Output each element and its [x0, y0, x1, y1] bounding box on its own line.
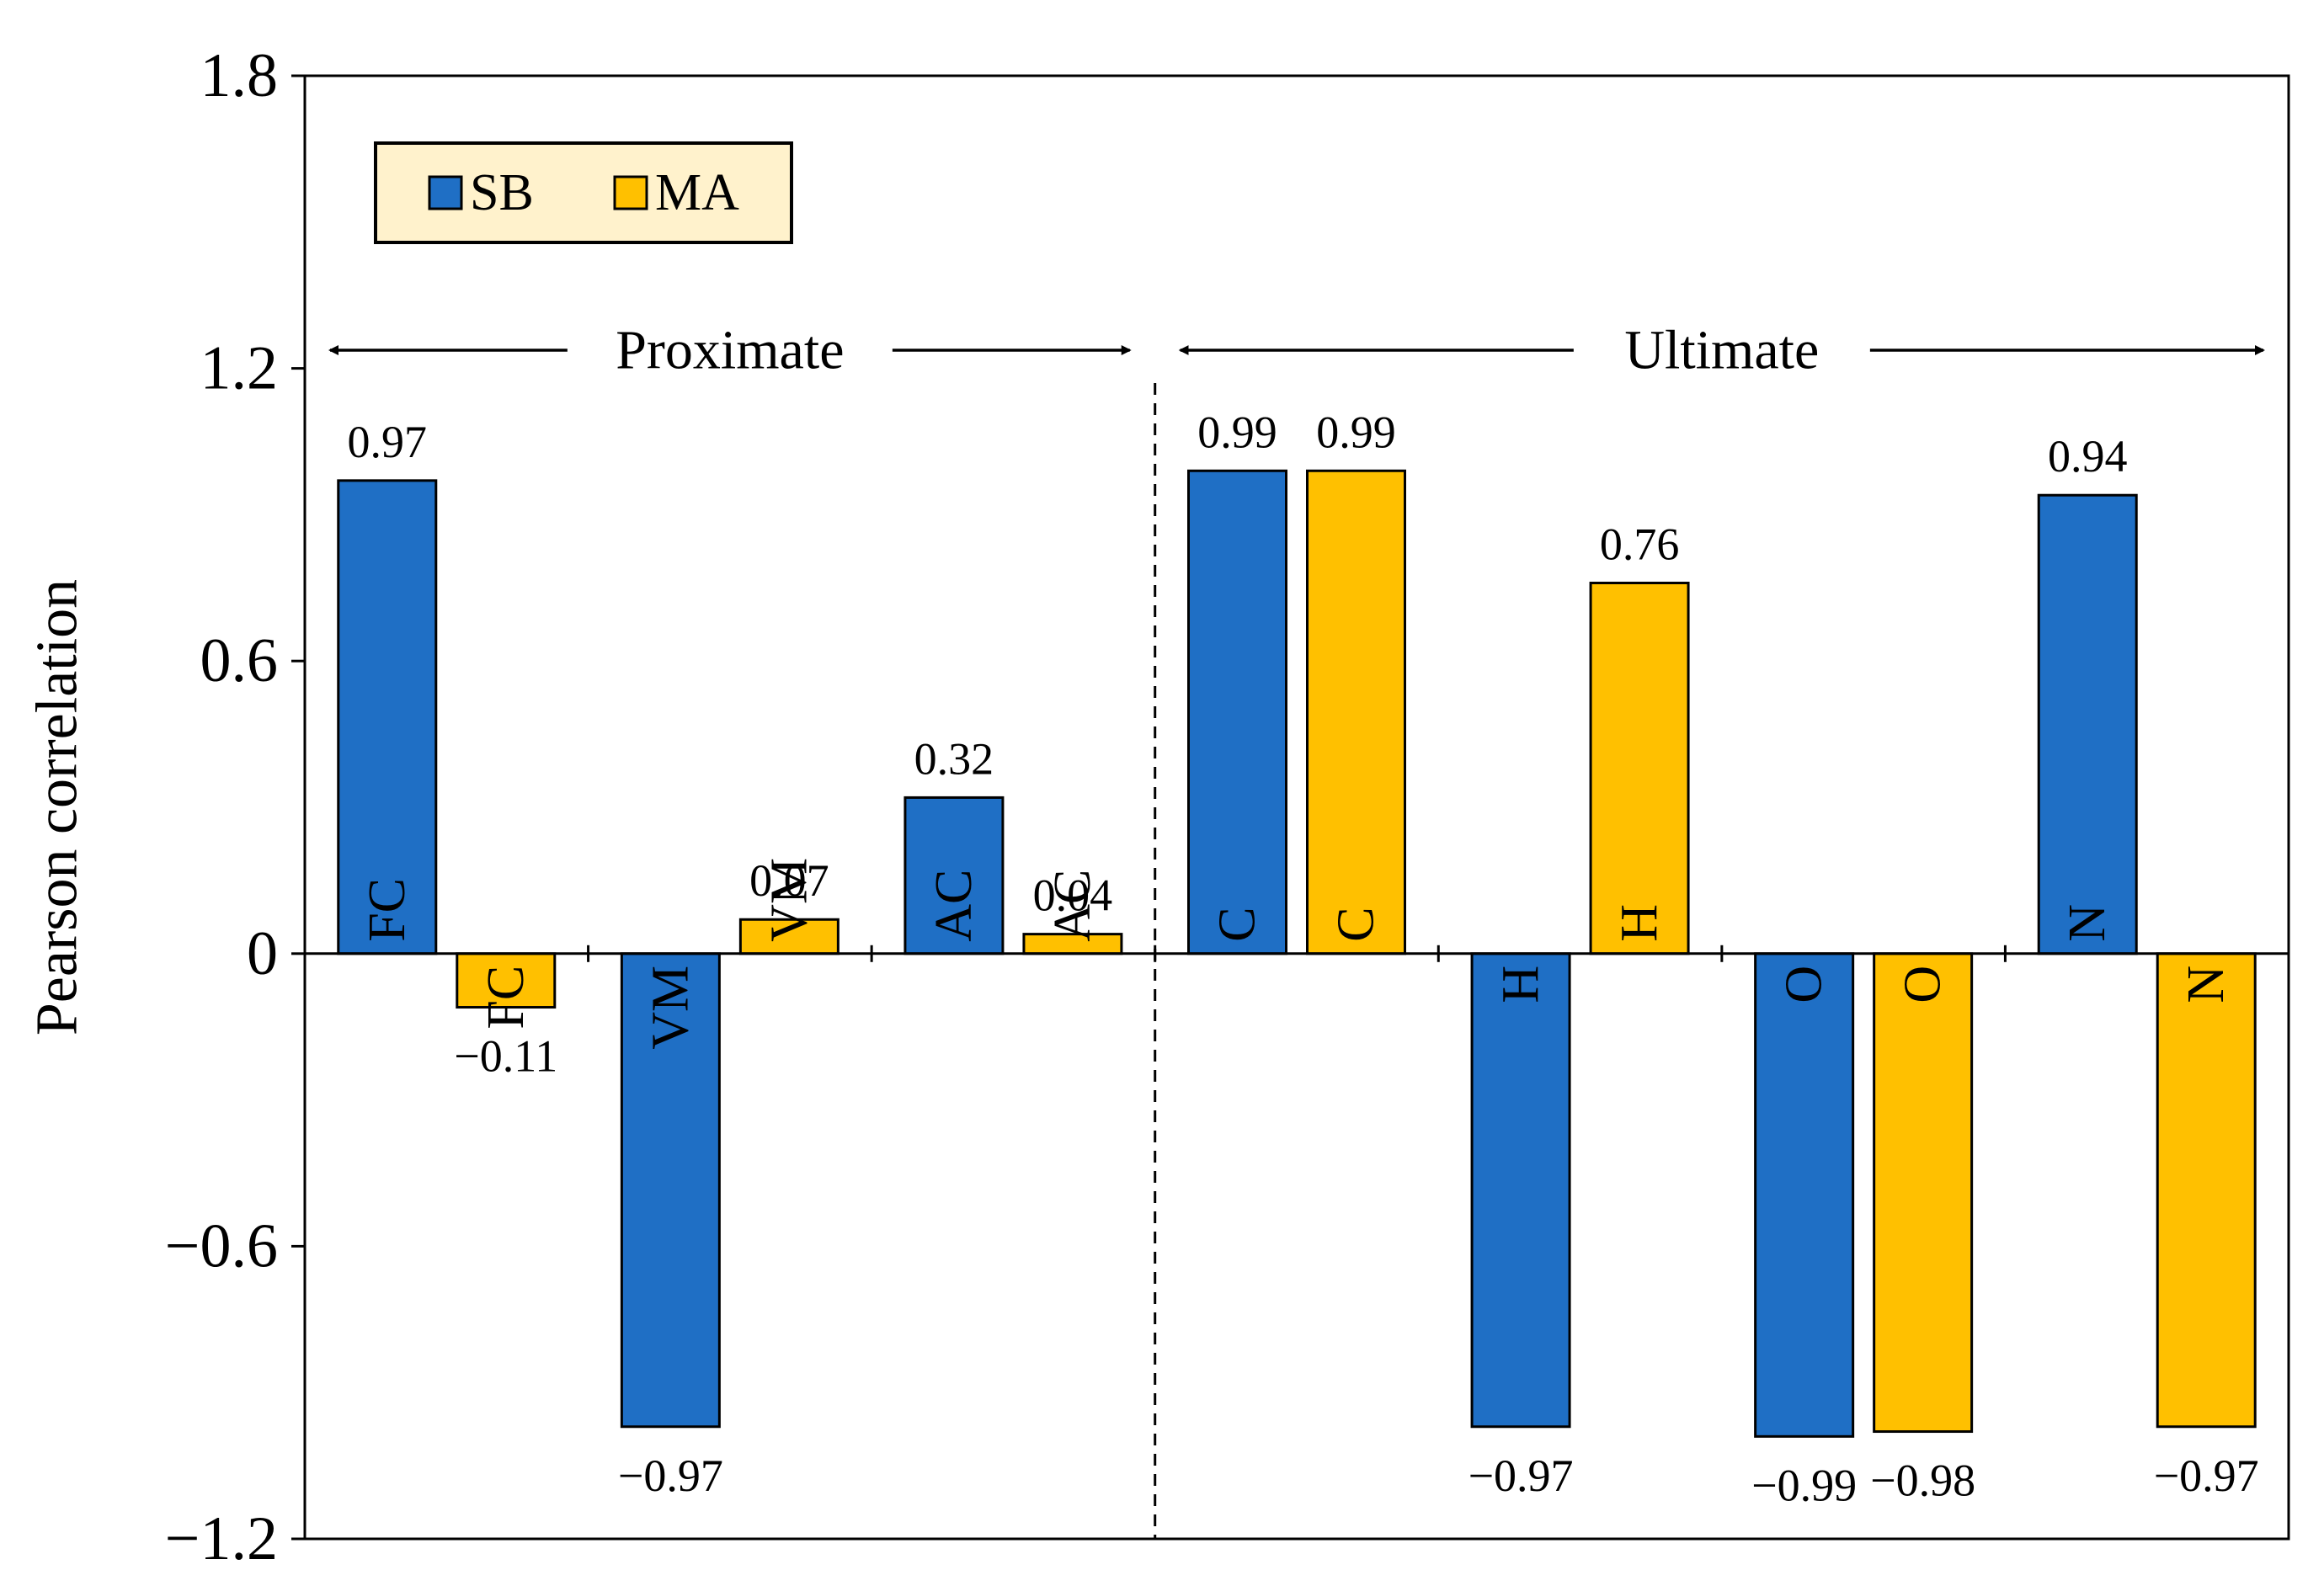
- bar-ma-fc: [456, 952, 557, 1009]
- y-tick-label: 0.6: [200, 626, 279, 695]
- bar-label-ma-fc: FC: [477, 966, 535, 1030]
- legend-swatch-sb: [428, 175, 463, 210]
- bar-sb-o: [1754, 952, 1855, 1438]
- plot-frame: [303, 74, 2290, 1541]
- group-label-ultimate: Ultimate: [1624, 320, 1819, 381]
- value-label-sb-n: 0.94: [2048, 431, 2128, 482]
- value-label-sb-ac: 0.32: [914, 733, 994, 784]
- value-label-sb-vm: −0.97: [618, 1450, 723, 1501]
- bar-label-sb-h: H: [1492, 966, 1549, 1003]
- bar-label-ma-n: N: [2177, 966, 2235, 1003]
- labels-layer: 0.97 FC −0.97 VM 0.32 AC 0.99 C −0.97 H −0.99 O 0.94…: [348, 407, 2259, 1510]
- bar-label-ma-vm: VM: [760, 858, 818, 942]
- value-label-ma-c: 0.99: [1316, 407, 1396, 457]
- legend-swatch-ma: [613, 175, 648, 210]
- value-label-ma-ac: 0.04: [1033, 870, 1113, 921]
- legend-label-sb: SB: [470, 164, 534, 221]
- legend-label-ma: MA: [655, 164, 739, 221]
- value-label-sb-o: −0.99: [1751, 1460, 1857, 1510]
- value-label-sb-fc: 0.97: [348, 417, 428, 467]
- bar-label-sb-vm: VM: [642, 966, 699, 1050]
- bar-ma-c: [1306, 469, 1406, 955]
- value-label-ma-h: 0.76: [1600, 519, 1680, 570]
- axes-layer: 1.8 1.2 0.6 0 −0.6 −1.2 Pearson correlation Pro…: [25, 41, 2290, 1573]
- bar-label-sb-n: N: [2059, 904, 2116, 942]
- bar-sb-c: [1187, 469, 1287, 955]
- value-label-sb-h: −0.97: [1468, 1450, 1574, 1501]
- bar-sb-vm: [620, 952, 721, 1429]
- bar-label-ma-h: H: [1611, 904, 1668, 942]
- bar-sb-fc: [337, 479, 438, 955]
- bar-label-sb-ac: AC: [925, 870, 983, 942]
- value-label-ma-vm: 0.07: [749, 855, 829, 906]
- value-label-sb-c: 0.99: [1197, 407, 1277, 457]
- bar-sb-ac: [903, 796, 1005, 955]
- y-axis-label: Pearson correlation: [25, 579, 90, 1035]
- y-tick-label: 1.2: [200, 334, 279, 403]
- bar-label-sb-fc: FC: [359, 878, 416, 942]
- bar-sb-h: [1470, 952, 1571, 1429]
- y-tick-label: −1.2: [165, 1504, 278, 1573]
- y-tick-label: −0.6: [165, 1211, 278, 1280]
- bar-label-ma-ac: AC: [1044, 870, 1101, 942]
- y-tick-label: 1.8: [200, 41, 279, 110]
- bar-sb-n: [2037, 493, 2138, 955]
- bar-ma-o: [1873, 952, 1974, 1434]
- bar-label-ma-c: C: [1328, 907, 1385, 941]
- bar-ma-h: [1589, 582, 1690, 955]
- value-label-ma-n: −0.97: [2154, 1450, 2259, 1501]
- bar-label-ma-o: O: [1895, 966, 1952, 1003]
- legend: SB MA: [374, 141, 793, 244]
- group-label-proximate: Proximate: [616, 320, 844, 381]
- y-tick-label: 0: [247, 919, 278, 988]
- bar-label-sb-o: O: [1776, 966, 1833, 1003]
- value-label-ma-o: −0.98: [1870, 1456, 1975, 1506]
- bars-layer: [337, 469, 2257, 1438]
- bar-label-sb-c: C: [1209, 907, 1266, 941]
- value-label-ma-fc: −0.11: [454, 1031, 557, 1082]
- bar-ma-n: [2156, 952, 2257, 1429]
